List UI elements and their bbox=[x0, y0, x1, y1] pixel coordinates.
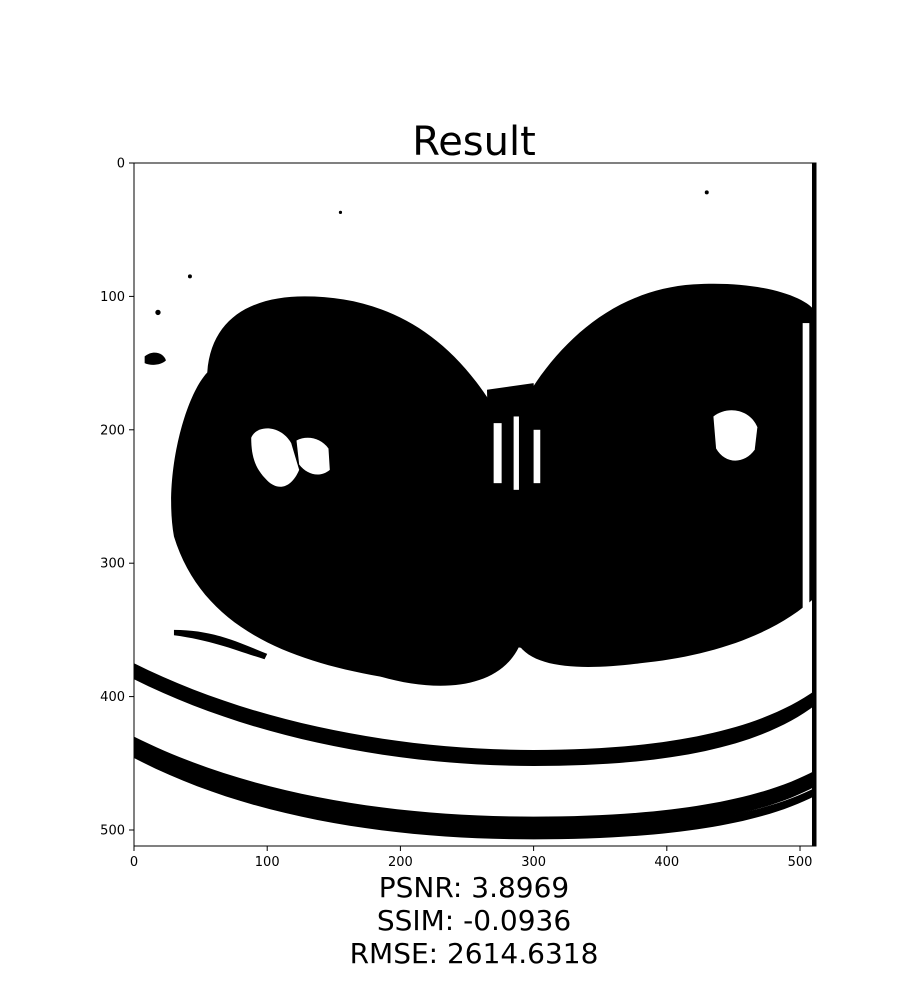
ssim-metric: SSIM: -0.0936 bbox=[377, 904, 571, 937]
plot-frame bbox=[133, 162, 817, 847]
x-tick-label-400: 400 bbox=[654, 855, 679, 870]
y-tick-label-200: 200 bbox=[100, 423, 125, 438]
y-tick-label-500: 500 bbox=[100, 823, 125, 838]
x-tick-label-300: 300 bbox=[521, 855, 546, 870]
center-bridge-shape bbox=[486, 383, 547, 650]
left-lobe-shape bbox=[171, 296, 523, 686]
y-tick-label-400: 400 bbox=[100, 690, 125, 705]
psnr-metric: PSNR: 3.8969 bbox=[379, 871, 570, 904]
x-axis: 0 100 200 300 400 500 bbox=[130, 846, 813, 870]
x-tick-label-100: 100 bbox=[255, 855, 280, 870]
x-tick-label-0: 0 bbox=[130, 855, 138, 870]
x-tick-label-500: 500 bbox=[788, 855, 813, 870]
y-tick-label-0: 0 bbox=[117, 157, 125, 172]
y-axis: 0 100 200 300 400 500 bbox=[100, 157, 134, 838]
rmse-metric: RMSE: 2614.6318 bbox=[350, 937, 599, 970]
chart-title: Result bbox=[412, 119, 536, 165]
x-tick-label-200: 200 bbox=[388, 855, 413, 870]
result-image bbox=[134, 163, 816, 846]
y-tick-label-100: 100 bbox=[100, 290, 125, 305]
y-tick-label-300: 300 bbox=[100, 557, 125, 572]
right-lobe-shape bbox=[517, 283, 816, 667]
